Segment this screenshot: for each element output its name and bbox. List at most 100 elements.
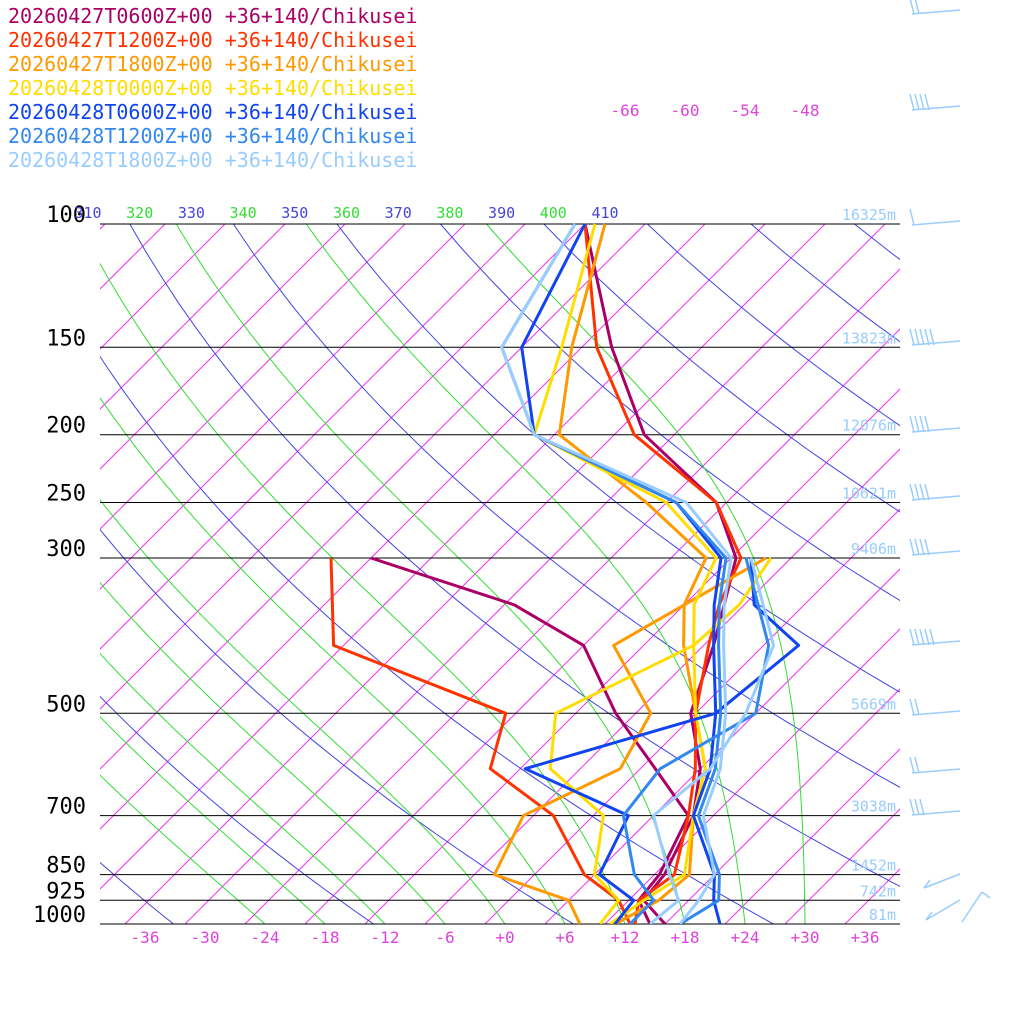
temperature-tick-label: +36 [851,928,880,947]
isotherm-line [100,224,286,410]
moist-adiabat-line [100,397,566,924]
moist-adiabats [100,224,806,924]
dry-adiabat-line [100,528,574,924]
wind-barb-icon [909,798,961,816]
theta-e-label: 310 [74,204,101,222]
isotherm-line [244,268,900,924]
moist-adiabat-line [305,224,746,924]
isotherm-line [100,224,466,590]
pressure-label: 700 [46,795,86,820]
pressure-label: 925 [46,879,86,904]
moist-adiabat-line [100,262,626,924]
theta-e-label: 320 [126,204,153,222]
wind-barb-icon [909,0,961,15]
isotherm-line [784,808,900,924]
legend: 20260427T0600Z+00 +36+140/Chikusei 202604… [8,4,417,172]
isotherms [0,224,1024,924]
dewpoint-trace [621,557,771,924]
pressure-label: 500 [46,692,86,717]
isotherm-line [0,224,45,924]
dry-adiabat-line [232,224,900,788]
isotherm-line [724,748,900,924]
temperature-tick-label: +0 [495,928,514,947]
theta-e-label: 380 [436,204,463,222]
isotherm-line [100,224,646,770]
isotherm-line [184,224,886,924]
wind-barb-icon [909,208,961,226]
wind-barb-icon [909,328,961,346]
isotherm-line [100,224,586,710]
pressure-label: 250 [46,482,86,507]
theta-e-label: 340 [230,204,257,222]
isotherm-label: -66 [611,101,640,120]
wind-barb-icon [909,756,961,774]
temperature-tick-label: -24 [251,928,280,947]
pressure-label: 1000 [33,903,86,928]
height-label: 13823m [842,329,896,347]
dewpoint-trace [523,557,801,924]
wind-barb-icon [909,628,961,646]
theta-e-label: 350 [281,204,308,222]
isotherm-line [100,224,766,890]
temperature-trace [557,223,708,924]
pressure-label: 850 [46,854,86,879]
isotherm-line [100,224,706,830]
height-label: 10621m [842,485,896,503]
legend-entry: 20260428T1200Z+00 +36+140/Chikusei [8,124,418,148]
pressure-label: 200 [46,414,86,439]
theta-e-label: 370 [385,204,412,222]
temperature-tick-label: +24 [731,928,760,947]
isotherm-label: -48 [791,101,820,120]
wind-barb-icon [909,483,961,501]
isotherm-line [100,224,346,470]
isotherm-line [484,508,900,924]
temperature-tick-label: -30 [191,928,220,947]
legend-entry: 20260427T0600Z+00 +36+140/Chikusei [8,4,418,28]
wind-barb-icon [909,415,961,433]
temperature-tick-label: +12 [611,928,640,947]
theta-e-label: 410 [591,204,618,222]
pressure-label: 100 [46,203,86,228]
height-label: 5669m [851,695,896,713]
temperature-trace [583,223,743,924]
theta-e-label: 330 [178,204,205,222]
legend-entry: 20260428T0000Z+00 +36+140/Chikusei [8,76,418,100]
temperature-tick-label: +30 [791,928,820,947]
isotherm-line [664,688,900,924]
temperature-tick-label: -18 [311,928,340,947]
height-label: 742m [860,882,896,900]
pressure-label: 300 [46,537,86,562]
dewpoint-trace [492,556,767,924]
temperature-trace [500,223,733,924]
height-label: 12076m [842,417,896,435]
pressure-label: 150 [46,326,86,351]
isotherm-line [100,224,526,650]
temperature-tick-label: -6 [435,928,454,947]
profile-traces [329,223,801,924]
wind-barb-icon [909,538,961,556]
theta-e-label: 400 [540,204,567,222]
wind-barb-icon [909,698,961,716]
isotherm-label: -54 [731,101,760,120]
wind-barb-icon [923,873,961,889]
isotherm-label: -60 [671,101,700,120]
wind-barbs [909,0,991,923]
temperature-tick-label: +6 [555,928,574,947]
legend-entry: 20260428T0600Z+00 +36+140/Chikusei [8,100,418,124]
theta-e-label: 390 [488,204,515,222]
dry-adiabat-line [336,224,900,693]
dewpoint-trace [370,556,690,924]
wind-barb-icon [925,891,991,923]
height-label: 1452m [851,857,896,875]
temperature-tick-label: -12 [371,928,400,947]
moist-adiabat-line [486,224,806,924]
isotherm-line [544,568,900,924]
height-label: 16325m [842,206,896,224]
dewpoint-trace [649,557,776,924]
temperature-tick-label: -36 [131,928,160,947]
dry-adiabat-line [543,224,900,513]
isotherm-line [905,224,1024,924]
legend-entry: 20260427T1800Z+00 +36+140/Chikusei [8,52,418,76]
